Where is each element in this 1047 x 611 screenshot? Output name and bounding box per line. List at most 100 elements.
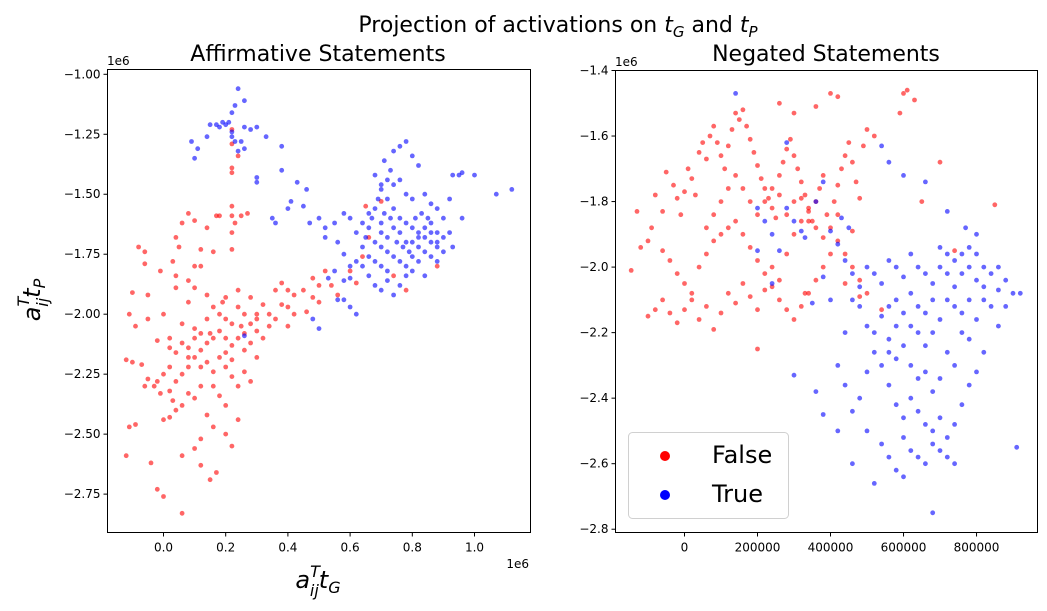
point-true xyxy=(428,201,434,207)
point-true xyxy=(755,248,760,254)
point-false xyxy=(806,209,811,214)
point-false xyxy=(316,283,322,288)
point-false xyxy=(329,283,334,288)
point-true xyxy=(409,239,415,245)
point-true xyxy=(301,203,306,209)
point-true xyxy=(450,244,456,250)
point-true xyxy=(419,211,424,216)
point-false xyxy=(192,335,198,341)
point-false xyxy=(179,453,185,459)
point-true xyxy=(472,172,477,178)
point-true xyxy=(915,376,921,381)
point-true xyxy=(325,275,331,281)
point-false xyxy=(391,273,396,279)
point-false xyxy=(179,403,185,408)
point-false xyxy=(304,309,309,315)
point-false xyxy=(769,284,775,290)
point-false xyxy=(173,273,179,279)
point-true xyxy=(901,435,906,440)
point-true xyxy=(864,323,870,329)
point-false xyxy=(235,304,241,310)
point-false xyxy=(210,249,216,255)
point-false xyxy=(740,231,746,237)
point-true xyxy=(930,330,936,335)
point-true xyxy=(378,182,384,188)
point-false xyxy=(711,212,717,218)
point-false xyxy=(817,186,822,191)
point-false xyxy=(186,355,191,360)
point-false xyxy=(158,391,163,396)
point-false xyxy=(229,357,235,363)
point-true xyxy=(254,175,260,180)
point-false xyxy=(747,136,753,142)
point-false xyxy=(809,218,815,224)
point-true xyxy=(959,251,965,257)
point-true xyxy=(416,163,421,168)
affirmative-y-offset: 1e6 xyxy=(107,54,130,68)
point-false xyxy=(133,422,138,427)
point-false xyxy=(322,268,328,274)
point-false xyxy=(663,169,669,175)
point-false xyxy=(835,238,841,244)
point-false xyxy=(223,295,229,300)
point-false xyxy=(245,211,250,216)
point-false xyxy=(229,443,235,449)
point-false xyxy=(831,199,837,205)
affirmative-title: Affirmative Statements xyxy=(190,42,445,67)
point-true xyxy=(809,300,815,306)
point-true xyxy=(372,259,378,264)
point-false xyxy=(192,446,198,451)
point-false xyxy=(179,510,185,516)
point-true xyxy=(366,254,372,259)
point-true xyxy=(204,134,210,140)
point-false xyxy=(802,192,808,198)
point-false xyxy=(762,271,768,276)
point-false xyxy=(696,264,702,270)
point-true xyxy=(813,389,819,394)
point-false xyxy=(733,110,738,116)
point-false xyxy=(755,307,760,313)
point-false xyxy=(248,295,254,300)
point-true xyxy=(316,215,322,221)
point-true xyxy=(937,448,943,453)
point-true xyxy=(322,235,328,240)
point-true xyxy=(385,235,390,240)
point-true xyxy=(441,249,446,255)
y-tick-label: −1.00 xyxy=(64,67,101,81)
point-false xyxy=(235,335,241,341)
point-false xyxy=(173,379,179,384)
point-true xyxy=(901,415,906,421)
point-false xyxy=(126,311,132,317)
x-tick-label: 0.4 xyxy=(278,541,297,555)
point-false xyxy=(235,287,241,293)
point-true xyxy=(347,215,353,221)
point-false xyxy=(660,209,665,214)
point-true xyxy=(413,215,418,221)
x-tick-label: 0.6 xyxy=(341,541,360,555)
point-true xyxy=(422,273,428,279)
point-false xyxy=(139,362,145,367)
point-false xyxy=(217,393,222,399)
negated-x-ticks: 0 200000 400000 600000 800000 xyxy=(681,532,999,555)
point-false xyxy=(179,321,185,327)
point-false xyxy=(762,287,768,293)
point-false xyxy=(725,225,731,231)
point-false xyxy=(842,281,848,286)
point-true xyxy=(381,158,387,164)
point-true xyxy=(944,297,950,303)
point-true xyxy=(974,251,979,257)
point-false xyxy=(638,245,644,250)
point-false xyxy=(126,424,132,430)
point-false xyxy=(667,310,673,316)
point-false xyxy=(198,436,204,442)
point-false xyxy=(217,328,222,334)
point-false xyxy=(301,287,306,293)
point-true xyxy=(996,264,1001,270)
point-false xyxy=(828,91,833,96)
point-false xyxy=(682,281,687,286)
point-true xyxy=(791,218,797,224)
point-true xyxy=(493,191,499,197)
point-false xyxy=(142,249,148,255)
point-false xyxy=(173,235,179,240)
negated-title: Negated Statements xyxy=(712,42,940,67)
